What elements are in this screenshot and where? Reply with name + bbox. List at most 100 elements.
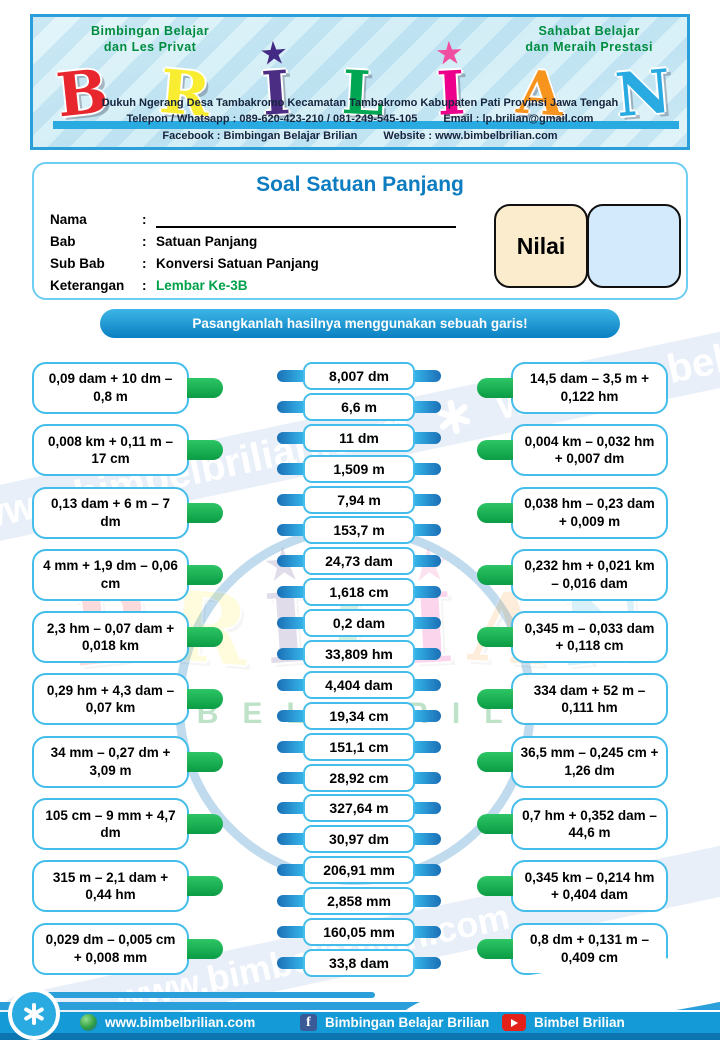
brand-header: Bimbingan Belajar dan Les Privat Sahabat… (30, 14, 690, 150)
answer-16[interactable]: 30,97 dm (277, 825, 441, 854)
footer-youtube-link[interactable]: Bimbel Brilian (502, 1014, 625, 1031)
left-question-9[interactable]: 315 m – 2,1 dam + 0,44 hm (32, 860, 223, 913)
connector-blue (277, 370, 303, 382)
box-text: 0,029 dm – 0,005 cm + 0,008 mm (45, 932, 176, 965)
left-question-3[interactable]: 0,13 dam + 6 m – 7 dm (32, 486, 223, 539)
answer-11[interactable]: 4,404 dam (277, 670, 441, 699)
name-input-line[interactable] (156, 211, 456, 228)
left-question-6[interactable]: 0,29 hm + 4,3 dam – 0,07 km (32, 673, 223, 726)
field-value: Konversi Satuan Panjang (156, 255, 319, 271)
connector-green (187, 876, 223, 897)
box-text: 2,3 hm – 0,07 dam + 0,018 km (46, 620, 175, 654)
box-text: 36,5 mm – 0,245 cm + 1,26 dm (520, 745, 659, 778)
right-question-7[interactable]: 36,5 mm – 0,245 cm + 1,26 dm (477, 735, 668, 788)
answer-5[interactable]: 7,94 m (277, 485, 441, 514)
footer-website-link[interactable]: www.bimbelbrilian.com (80, 1014, 255, 1031)
right-question-4[interactable]: 0,232 hm + 0,021 km – 0,016 dam (477, 548, 668, 601)
left-question-1[interactable]: 0,09 dam + 10 dm – 0,8 m (32, 362, 223, 414)
logo-underline-bar (53, 121, 679, 129)
connector-blue (277, 617, 303, 630)
globe-icon (80, 1014, 97, 1031)
box-text: 153,7 m (333, 522, 385, 539)
left-question-5[interactable]: 2,3 hm – 0,07 dam + 0,018 km (32, 611, 223, 664)
box-text: 334 dam + 52 m – 0,111 hm (533, 682, 646, 716)
connector-blue (277, 895, 303, 908)
star-icon: ★ (258, 33, 290, 74)
connector-green (187, 440, 223, 461)
box-text: 28,92 cm (329, 769, 389, 786)
footer-facebook-label: Bimbingan Belajar Brilian (325, 1015, 490, 1030)
answer-13[interactable]: 151,1 cm (277, 732, 441, 761)
connector-blue (277, 740, 303, 753)
connector-blue (415, 431, 441, 444)
box-text: 0,7 hm + 0,352 dam – 44,6 m (522, 807, 657, 841)
answer-7[interactable]: 24,73 dam (277, 547, 441, 576)
field-colon: : (142, 233, 147, 249)
field-value: Lembar Ke-3B (156, 277, 248, 293)
box-text: 4 mm + 1,9 dm – 0,06 cm (43, 558, 178, 591)
connector-green (477, 564, 513, 585)
answer-14[interactable]: 28,92 cm (277, 763, 441, 792)
answer-15[interactable]: 327,64 m (277, 794, 441, 823)
answer-1[interactable]: 8,007 dm (277, 362, 441, 390)
instruction-banner: Pasangkanlah hasilnya menggunakan sebuah… (100, 309, 620, 338)
right-question-1[interactable]: 14,5 dam – 3,5 m + 0,122 hm (477, 362, 668, 414)
answer-17[interactable]: 206,91 mm (277, 856, 441, 885)
score-entry-box[interactable] (587, 204, 681, 288)
connector-blue (277, 462, 303, 475)
right-question-5[interactable]: 0,345 m – 0,033 dam + 0,118 cm (477, 611, 668, 664)
form-field-bab: Bab: Satuan Panjang (50, 230, 456, 252)
right-question-2[interactable]: 0,004 km – 0,032 hm + 0,007 dm (477, 424, 668, 477)
box-text: 327,64 m (329, 800, 389, 817)
box-text: 6,6 m (341, 398, 377, 415)
answer-20[interactable]: 33,8 dam (277, 948, 441, 977)
star-icon: ★ (434, 33, 465, 73)
right-question-9[interactable]: 0,345 km – 0,214 hm + 0,404 dam (477, 860, 668, 913)
answer-4[interactable]: 1,509 m (277, 454, 441, 483)
answer-3[interactable]: 11 dm (277, 423, 441, 452)
box-text: 1,509 m (333, 460, 385, 477)
footer-facebook-link[interactable]: Bimbingan Belajar Brilian (300, 1014, 489, 1031)
right-question-6[interactable]: 334 dam + 52 m – 0,111 hm (477, 673, 668, 726)
box-text: 105 cm – 9 mm + 4,7 dm (45, 807, 176, 841)
box-text: 1,618 cm (329, 584, 389, 601)
answer-18[interactable]: 2,858 mm (277, 887, 441, 916)
connector-blue (277, 926, 303, 939)
field-value: Satuan Panjang (156, 233, 258, 249)
answer-9[interactable]: 0,2 dam (277, 609, 441, 638)
answer-6[interactable]: 153,7 m (277, 516, 441, 545)
box-text: 2,858 mm (327, 893, 391, 910)
left-question-8[interactable]: 105 cm – 9 mm + 4,7 dm (32, 798, 223, 851)
field-label: Bab (50, 233, 76, 249)
answer-10[interactable]: 33,809 hm (277, 640, 441, 669)
right-question-3[interactable]: 0,038 hm – 0,23 dam + 0,009 m (477, 486, 668, 539)
answer-19[interactable]: 160,05 mm (277, 918, 441, 947)
connector-blue (277, 709, 303, 722)
left-question-4[interactable]: 4 mm + 1,9 dm – 0,06 cm (32, 548, 223, 601)
connector-blue (415, 802, 441, 815)
left-question-2[interactable]: 0,008 km + 0,11 m – 17 cm (32, 424, 223, 477)
connector-blue (415, 493, 441, 506)
right-question-8[interactable]: 0,7 hm + 0,352 dam – 44,6 m (477, 798, 668, 851)
connector-green (477, 627, 513, 648)
box-text: 0,13 dam + 6 m – 7 dm (51, 496, 170, 529)
answer-8[interactable]: 1,618 cm (277, 578, 441, 607)
facebook-line: Facebook : Bimbingan Belajar Brilian (162, 129, 358, 142)
connector-blue (415, 370, 441, 382)
connector-green (187, 751, 223, 772)
box-text: 34 mm – 0,27 dm + 3,09 m (50, 745, 171, 778)
connector-blue (277, 555, 303, 568)
left-question-7[interactable]: 34 mm – 0,27 dm + 3,09 m (32, 735, 223, 788)
left-question-10[interactable]: 0,029 dm – 0,005 cm + 0,008 mm (32, 922, 223, 975)
connector-green (187, 378, 223, 398)
connector-blue (415, 617, 441, 630)
answer-2[interactable]: 6,6 m (277, 392, 441, 421)
connector-green (477, 814, 513, 835)
youtube-icon (502, 1014, 526, 1031)
answer-12[interactable]: 19,34 cm (277, 701, 441, 730)
website-line: Website : www.bimbelbrilian.com (383, 129, 558, 142)
nilai-label: Nilai (516, 232, 566, 259)
connector-blue (415, 524, 441, 537)
box-text: 19,34 cm (329, 707, 389, 724)
